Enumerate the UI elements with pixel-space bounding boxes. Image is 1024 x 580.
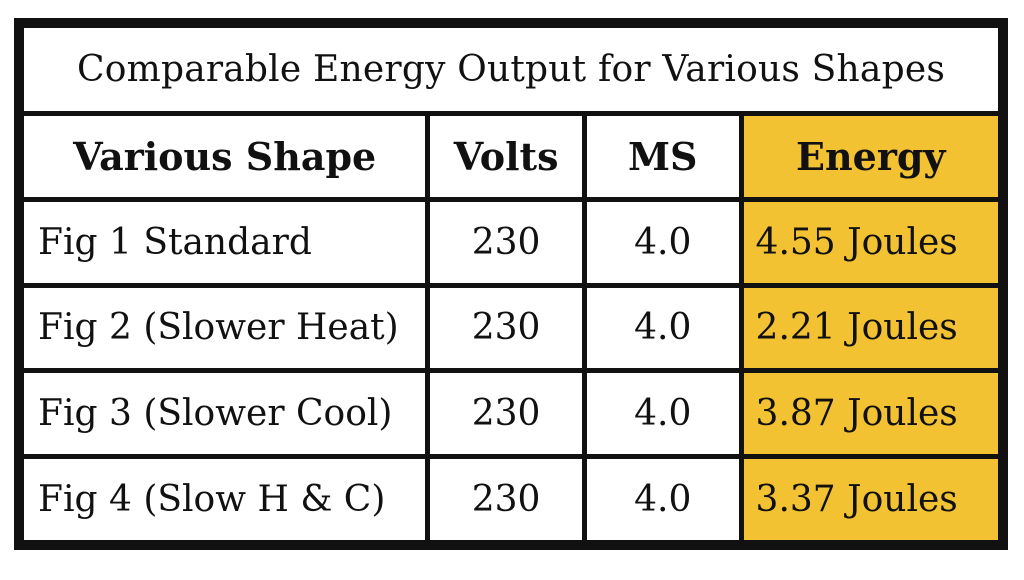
cell-energy: 3.87 Joules — [738, 368, 1004, 460]
table-title: Comparable Energy Output for Various Sha… — [19, 23, 1003, 116]
cell-ms: 4.0 — [581, 196, 744, 288]
cell-shape: Fig 2 (Slower Heat) — [18, 282, 431, 374]
cell-volts: 230 — [425, 454, 587, 545]
cell-energy: 4.55 Joules — [738, 196, 1004, 288]
table-row: Fig 4 (Slow H & C) 230 4.0 3.37 Joules — [18, 454, 1004, 545]
table-title-row: Comparable Energy Output for Various Sha… — [19, 23, 1003, 116]
energy-table-frame: Comparable Energy Output for Various Sha… — [14, 18, 1008, 550]
cell-ms: 4.0 — [581, 454, 744, 545]
cell-volts: 230 — [425, 368, 587, 460]
header-ms: MS — [581, 110, 744, 202]
cell-volts: 230 — [425, 196, 587, 288]
cell-ms: 4.0 — [581, 282, 744, 374]
cell-shape: Fig 3 (Slower Cool) — [18, 368, 431, 460]
cell-energy: 3.37 Joules — [738, 454, 1004, 545]
cell-shape: Fig 1 Standard — [18, 196, 431, 288]
table-row: Fig 2 (Slower Heat) 230 4.0 2.21 Joules — [18, 282, 1004, 374]
table-row: Fig 3 (Slower Cool) 230 4.0 3.87 Joules — [18, 368, 1004, 460]
header-various-shape: Various Shape — [18, 110, 431, 202]
cell-volts: 230 — [425, 282, 587, 374]
header-volts: Volts — [425, 110, 587, 202]
table-row: Fig 1 Standard 230 4.0 4.55 Joules — [18, 196, 1004, 288]
cell-shape: Fig 4 (Slow H & C) — [18, 454, 431, 545]
table-header-row: Various Shape Volts MS Energy — [18, 110, 1004, 202]
energy-output-table: Comparable Energy Output for Various Sha… — [18, 23, 1004, 545]
cell-ms: 4.0 — [581, 368, 744, 460]
cell-energy: 2.21 Joules — [738, 282, 1004, 374]
header-energy: Energy — [738, 110, 1004, 202]
